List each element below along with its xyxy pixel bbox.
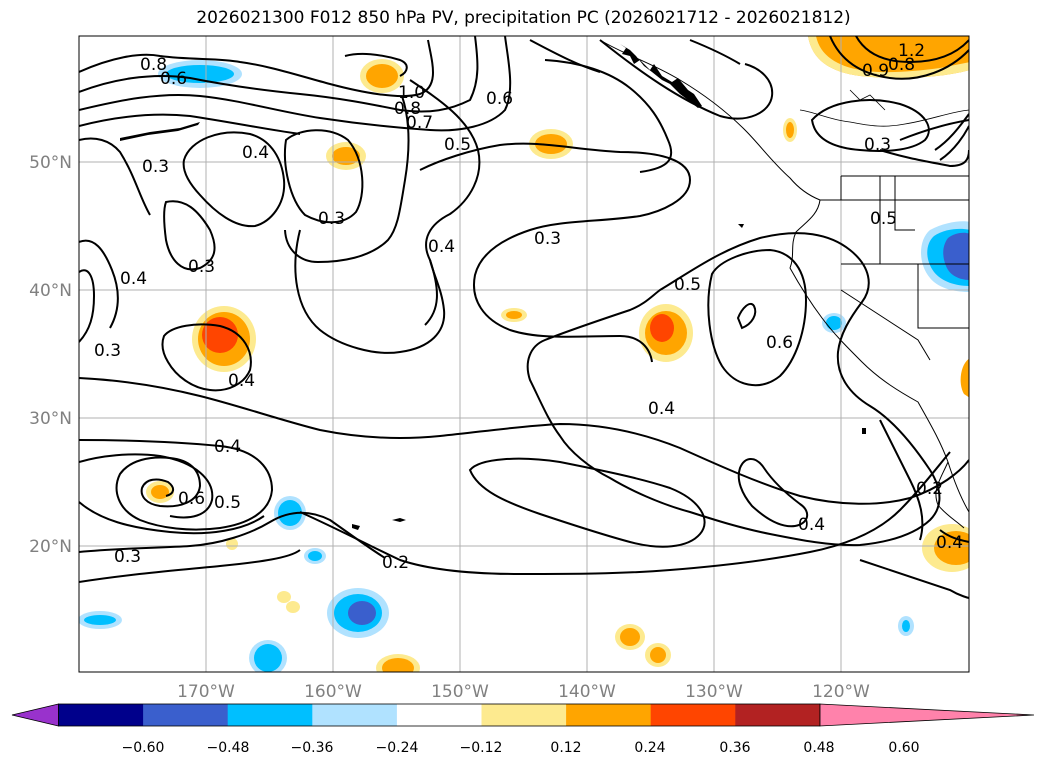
colorbar-tick-label: 0.36 xyxy=(719,740,750,756)
contour-label: 0.3 xyxy=(864,135,891,155)
lon-label: 130°W xyxy=(685,682,743,702)
map-frame xyxy=(78,35,970,673)
coastlines xyxy=(599,39,969,529)
contour-label: 0.3 xyxy=(534,229,561,249)
colorbar-segment xyxy=(58,704,144,726)
colorbar-tick-label: −0.24 xyxy=(376,740,419,756)
colorbar-tick-label: −0.12 xyxy=(460,740,503,756)
contour-label: 0.6 xyxy=(178,489,205,509)
colorbar-segment xyxy=(312,704,398,726)
precipitation-shading xyxy=(79,36,969,672)
colorbar-segment xyxy=(735,704,821,726)
contour-label: 0.6 xyxy=(766,333,793,353)
contour-label: 0.5 xyxy=(870,209,897,229)
lat-label: 20°N xyxy=(29,537,72,557)
colorbar-segment xyxy=(396,704,482,726)
colorbar-tick-labels: −0.60 −0.48 −0.36 −0.24 −0.12 0.12 0.24 … xyxy=(122,740,920,756)
contour-label: 0.8 xyxy=(140,55,167,75)
lat-label: 30°N xyxy=(29,409,72,429)
contour-label: 0.5 xyxy=(444,135,471,155)
colorbar xyxy=(11,703,1035,727)
lon-label: 170°W xyxy=(177,682,235,702)
colorbar-segment xyxy=(227,704,313,726)
lon-label: 140°W xyxy=(558,682,616,702)
contour-label: 0.3 xyxy=(188,257,215,277)
contour-label: 0.5 xyxy=(214,493,241,513)
contour-label: 0.2 xyxy=(916,479,943,499)
contour-label: 0.4 xyxy=(648,399,675,419)
map-title: 2026021300 F012 850 hPa PV, precipitatio… xyxy=(196,8,851,28)
colorbar-frame xyxy=(58,703,821,727)
contour-labels: 0.8 0.6 1.0 0.8 0.7 0.6 0.5 1.2 0.9 0.8 … xyxy=(94,41,963,573)
islands xyxy=(120,44,866,530)
contour-label: 0.4 xyxy=(798,515,825,535)
lon-label: 160°W xyxy=(304,682,362,702)
colorbar-tick-label: 0.60 xyxy=(888,740,919,756)
contour-label: 1.2 xyxy=(898,41,925,61)
contour-label: 0.8 xyxy=(888,55,915,75)
contour-label: 0.4 xyxy=(228,371,255,391)
colorbar-extend-max xyxy=(819,703,1035,727)
contour-label: 0.7 xyxy=(406,113,433,133)
contour-label: 0.3 xyxy=(94,341,121,361)
contour-label: 0.8 xyxy=(394,99,421,119)
contour-label: 0.6 xyxy=(486,89,513,109)
contour-label: 1.0 xyxy=(398,83,425,103)
contour-label: 0.9 xyxy=(862,61,889,81)
lat-label: 50°N xyxy=(29,153,72,173)
colorbar-tick-label: −0.48 xyxy=(207,740,250,756)
longitude-labels: 170°W 160°W 150°W 140°W 130°W 120°W xyxy=(177,682,870,702)
colorbar-tick-label: 0.48 xyxy=(803,740,834,756)
gridlines xyxy=(79,36,969,672)
lon-label: 150°W xyxy=(431,682,489,702)
colorbar-segment xyxy=(481,704,567,726)
lat-label: 40°N xyxy=(29,281,72,301)
pv-contours xyxy=(79,36,969,599)
colorbar-tick-label: −0.60 xyxy=(122,740,165,756)
contour-label: 0.3 xyxy=(114,547,141,567)
colorbar-segment xyxy=(650,704,736,726)
lon-label: 120°W xyxy=(812,682,870,702)
contour-label: 0.6 xyxy=(160,69,187,89)
colorbar-segment xyxy=(143,704,229,726)
contour-label: 0.4 xyxy=(428,237,455,257)
colorbar-tick-label: −0.36 xyxy=(291,740,334,756)
colorbar-tick-label: 0.24 xyxy=(634,740,665,756)
contour-label: 0.4 xyxy=(242,143,269,163)
contour-label: 0.4 xyxy=(214,437,241,457)
contour-label: 0.3 xyxy=(318,209,345,229)
contour-label: 0.5 xyxy=(674,275,701,295)
contour-label: 0.4 xyxy=(120,269,147,289)
latitude-labels: 50°N 40°N 30°N 20°N xyxy=(29,153,72,557)
colorbar-segment xyxy=(566,704,652,726)
contour-label: 0.3 xyxy=(142,157,169,177)
colorbar-tick-label: 0.12 xyxy=(550,740,581,756)
contour-label: 0.4 xyxy=(936,533,963,553)
colorbar-extend-min xyxy=(11,703,59,727)
contour-label: 0.2 xyxy=(382,553,409,573)
